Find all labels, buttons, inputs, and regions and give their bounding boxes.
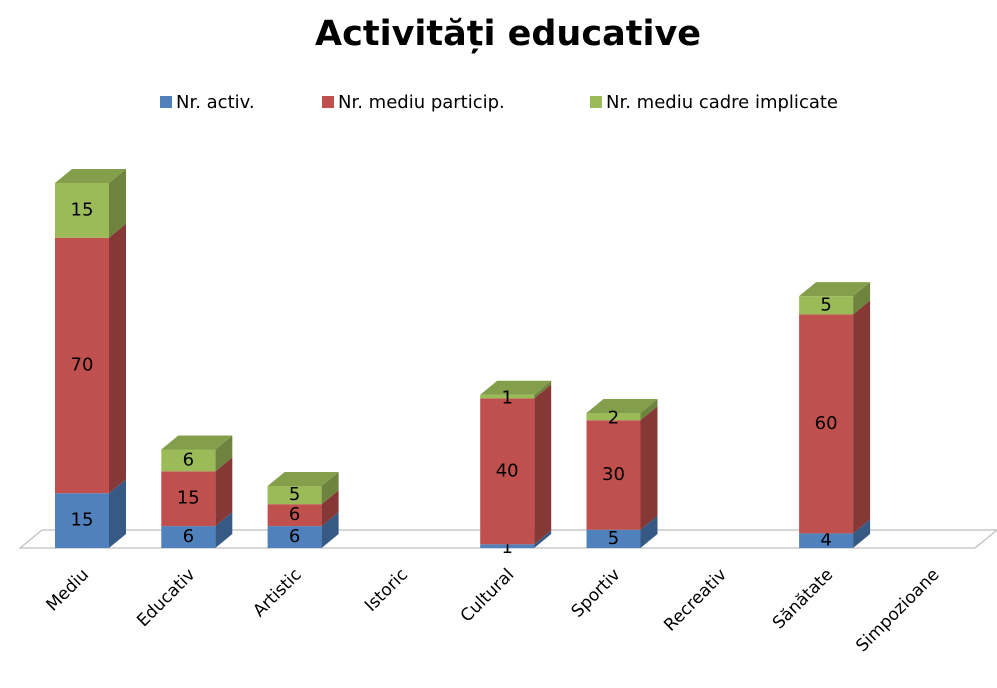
bar [55,493,109,548]
data-label: 6 [289,526,300,547]
bar [480,398,535,545]
bar-side [215,457,233,527]
bar-top [480,380,552,395]
legend-label: Nr. activ. [176,92,255,113]
bar-side [215,512,233,548]
bar-side [321,490,339,527]
bar-side [640,406,658,530]
data-label: 70 [71,355,94,376]
bar-side [640,515,658,548]
data-label: 5 [608,528,619,549]
bar-side [215,435,233,472]
bar [55,183,109,238]
data-label: 1 [501,537,512,558]
legend-swatch [160,96,172,108]
data-label: 4 [820,530,831,551]
legend-swatch [590,96,602,108]
data-label: 1 [501,388,512,409]
bar [161,449,216,472]
legend-label: Nr. mediu particip. [338,92,505,113]
x-tick-label: Cultural [457,565,518,626]
data-label: 5 [289,484,300,505]
bar-side [853,282,871,315]
bar [267,485,322,505]
x-tick-label: Sportiv [568,565,625,622]
bar [799,296,854,315]
bar [55,237,109,494]
bar-side [109,169,126,238]
bar-side [853,519,871,548]
legend-swatch [322,96,334,108]
data-label: 6 [289,504,300,525]
data-label: 6 [183,526,194,547]
data-label: 15 [71,199,94,220]
bar [799,314,854,534]
chart-title: Activități educative [315,14,701,54]
x-tick-label: Mediu [43,565,94,616]
bar-side [321,471,339,505]
x-tick-label: Sănătate [769,565,837,633]
data-label: 30 [602,464,625,485]
bar-side [853,300,871,534]
data-label: 2 [608,408,619,429]
bar-top [799,282,871,297]
data-label: 15 [71,510,94,531]
bar [267,526,322,548]
x-tick-label: Artistic [249,565,305,621]
bar [480,394,535,399]
bar [480,544,535,548]
bar-side [534,380,552,399]
data-label: 6 [183,449,194,470]
x-tick-label: Istoric [361,565,412,616]
data-label: 5 [820,294,831,315]
x-tick-label: Simpozioane [852,565,943,656]
x-tick-label: Educativ [133,565,199,631]
bar [161,526,216,548]
bar-top [161,435,233,450]
bar-side [321,512,339,548]
bar-side [534,530,552,548]
data-label: 15 [177,488,200,509]
bar-side [109,479,126,548]
bar [586,420,641,530]
bar-side [109,223,126,494]
bar-side [640,398,658,421]
data-label: 40 [496,460,519,481]
data-label: 60 [815,413,838,434]
bar [161,471,216,527]
bar [267,504,322,527]
legend-label: Nr. mediu cadre implicate [606,92,838,113]
bar-top [586,398,658,413]
bar [586,529,641,548]
bar-top [267,471,339,486]
bar-side [534,384,552,545]
bar-top [55,169,126,183]
x-tick-label: Recreativ [660,565,731,636]
bar [586,412,641,421]
bar [799,533,854,548]
